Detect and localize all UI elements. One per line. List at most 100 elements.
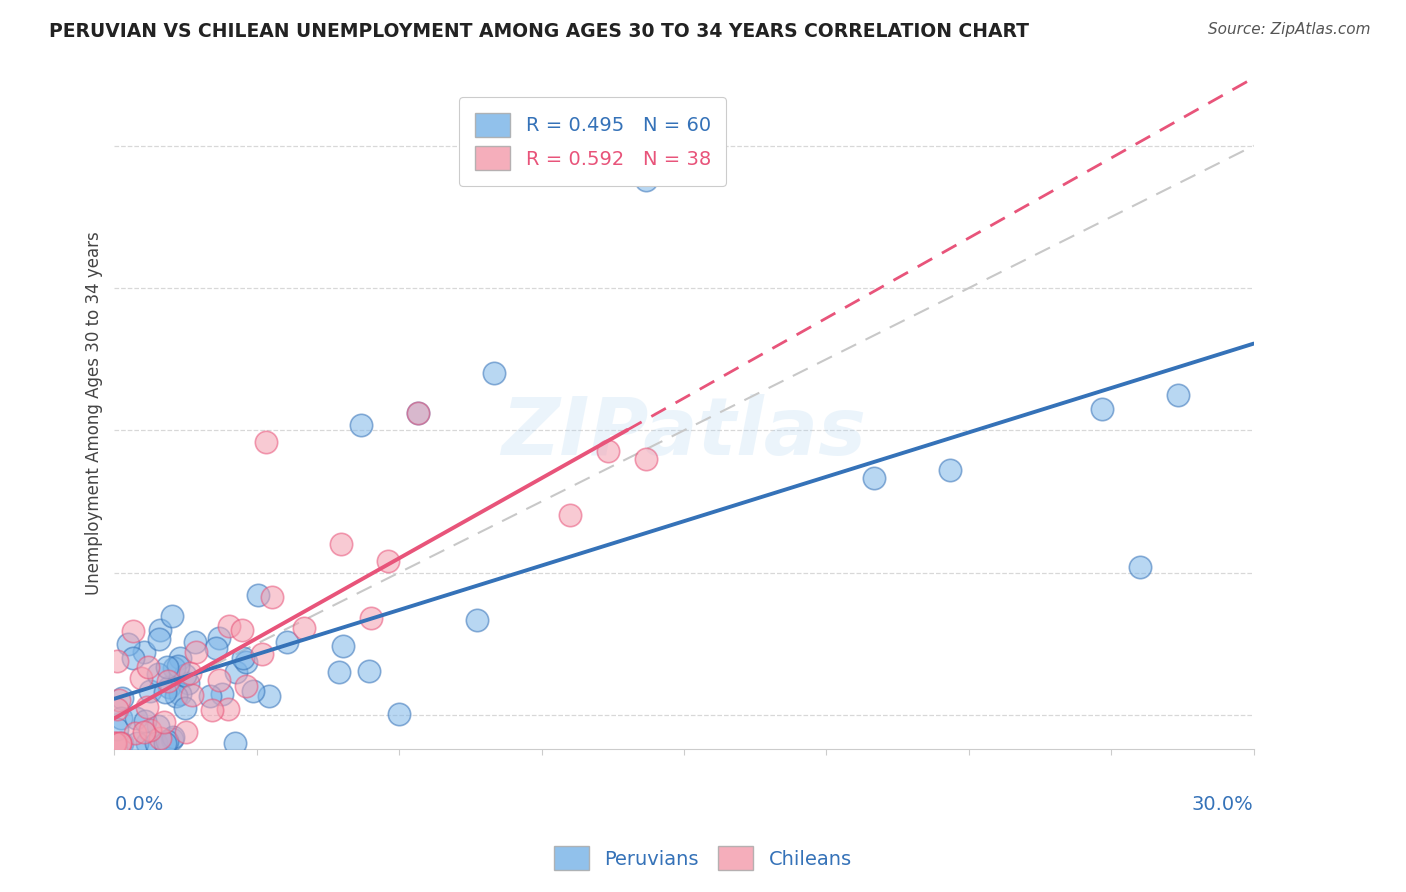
Point — [108, 693, 131, 707]
Point — [235, 655, 257, 669]
Point — [636, 451, 658, 466]
Point — [217, 702, 239, 716]
Point — [108, 736, 131, 750]
Point — [636, 173, 658, 187]
Point — [292, 621, 315, 635]
Point — [198, 689, 221, 703]
Point — [232, 650, 254, 665]
Point — [482, 367, 505, 381]
Point — [465, 613, 488, 627]
Point — [406, 406, 429, 420]
Point — [149, 731, 172, 745]
Point — [105, 722, 128, 736]
Text: Source: ZipAtlas.com: Source: ZipAtlas.com — [1208, 22, 1371, 37]
Point — [558, 508, 581, 523]
Point — [247, 588, 270, 602]
Point — [131, 671, 153, 685]
Text: 30.0%: 30.0% — [1192, 795, 1254, 814]
Point — [145, 736, 167, 750]
Point — [157, 673, 180, 688]
Point — [153, 714, 176, 729]
Point — [231, 624, 253, 638]
Point — [148, 667, 170, 681]
Point — [139, 723, 162, 738]
Point — [132, 645, 155, 659]
Point — [598, 443, 620, 458]
Point — [201, 703, 224, 717]
Point — [173, 700, 195, 714]
Point — [104, 736, 127, 750]
Point — [205, 641, 228, 656]
Point — [181, 688, 204, 702]
Point — [157, 680, 180, 694]
Point — [184, 644, 207, 658]
Point — [254, 434, 277, 449]
Point — [127, 736, 149, 750]
Point — [153, 685, 176, 699]
Point — [146, 719, 169, 733]
Point — [110, 710, 132, 724]
Point — [276, 635, 298, 649]
Point — [135, 736, 157, 750]
Point — [169, 687, 191, 701]
Point — [177, 675, 200, 690]
Point — [257, 689, 280, 703]
Point — [135, 699, 157, 714]
Point — [122, 650, 145, 665]
Point — [156, 734, 179, 748]
Point — [250, 647, 273, 661]
Point — [260, 590, 283, 604]
Text: 0.0%: 0.0% — [114, 795, 163, 814]
Point — [1129, 560, 1152, 574]
Point — [134, 714, 156, 728]
Point — [360, 611, 382, 625]
Point — [167, 658, 190, 673]
Point — [388, 707, 411, 722]
Point — [125, 711, 148, 725]
Point — [863, 471, 886, 485]
Point — [235, 679, 257, 693]
Point — [332, 639, 354, 653]
Point — [173, 668, 195, 682]
Point — [169, 651, 191, 665]
Point — [160, 609, 183, 624]
Point — [224, 736, 246, 750]
Point — [184, 635, 207, 649]
Text: ZIPatlas: ZIPatlas — [502, 394, 866, 473]
Point — [211, 687, 233, 701]
Point — [357, 664, 380, 678]
Legend: Peruvians, Chileans: Peruvians, Chileans — [546, 838, 860, 878]
Point — [155, 659, 177, 673]
Point — [174, 725, 197, 739]
Point — [208, 673, 231, 688]
Point — [132, 724, 155, 739]
Point — [139, 684, 162, 698]
Point — [350, 417, 373, 432]
Point — [148, 632, 170, 647]
Point — [160, 731, 183, 746]
Point — [149, 623, 172, 637]
Point — [329, 537, 352, 551]
Point — [110, 736, 132, 750]
Point — [155, 736, 177, 750]
Point — [225, 665, 247, 679]
Point — [328, 665, 350, 679]
Point — [124, 726, 146, 740]
Point — [110, 736, 132, 750]
Y-axis label: Unemployment Among Ages 30 to 34 years: Unemployment Among Ages 30 to 34 years — [86, 231, 103, 595]
Point — [1091, 401, 1114, 416]
Point — [1167, 388, 1189, 402]
Point — [105, 654, 128, 668]
Point — [163, 661, 186, 675]
Text: PERUVIAN VS CHILEAN UNEMPLOYMENT AMONG AGES 30 TO 34 YEARS CORRELATION CHART: PERUVIAN VS CHILEAN UNEMPLOYMENT AMONG A… — [49, 22, 1029, 41]
Point — [218, 619, 240, 633]
Point — [162, 730, 184, 744]
Point — [242, 684, 264, 698]
Point — [122, 624, 145, 638]
Point — [117, 637, 139, 651]
Point — [939, 463, 962, 477]
Point — [208, 631, 231, 645]
Point — [104, 736, 127, 750]
Point — [136, 660, 159, 674]
Point — [406, 406, 429, 420]
